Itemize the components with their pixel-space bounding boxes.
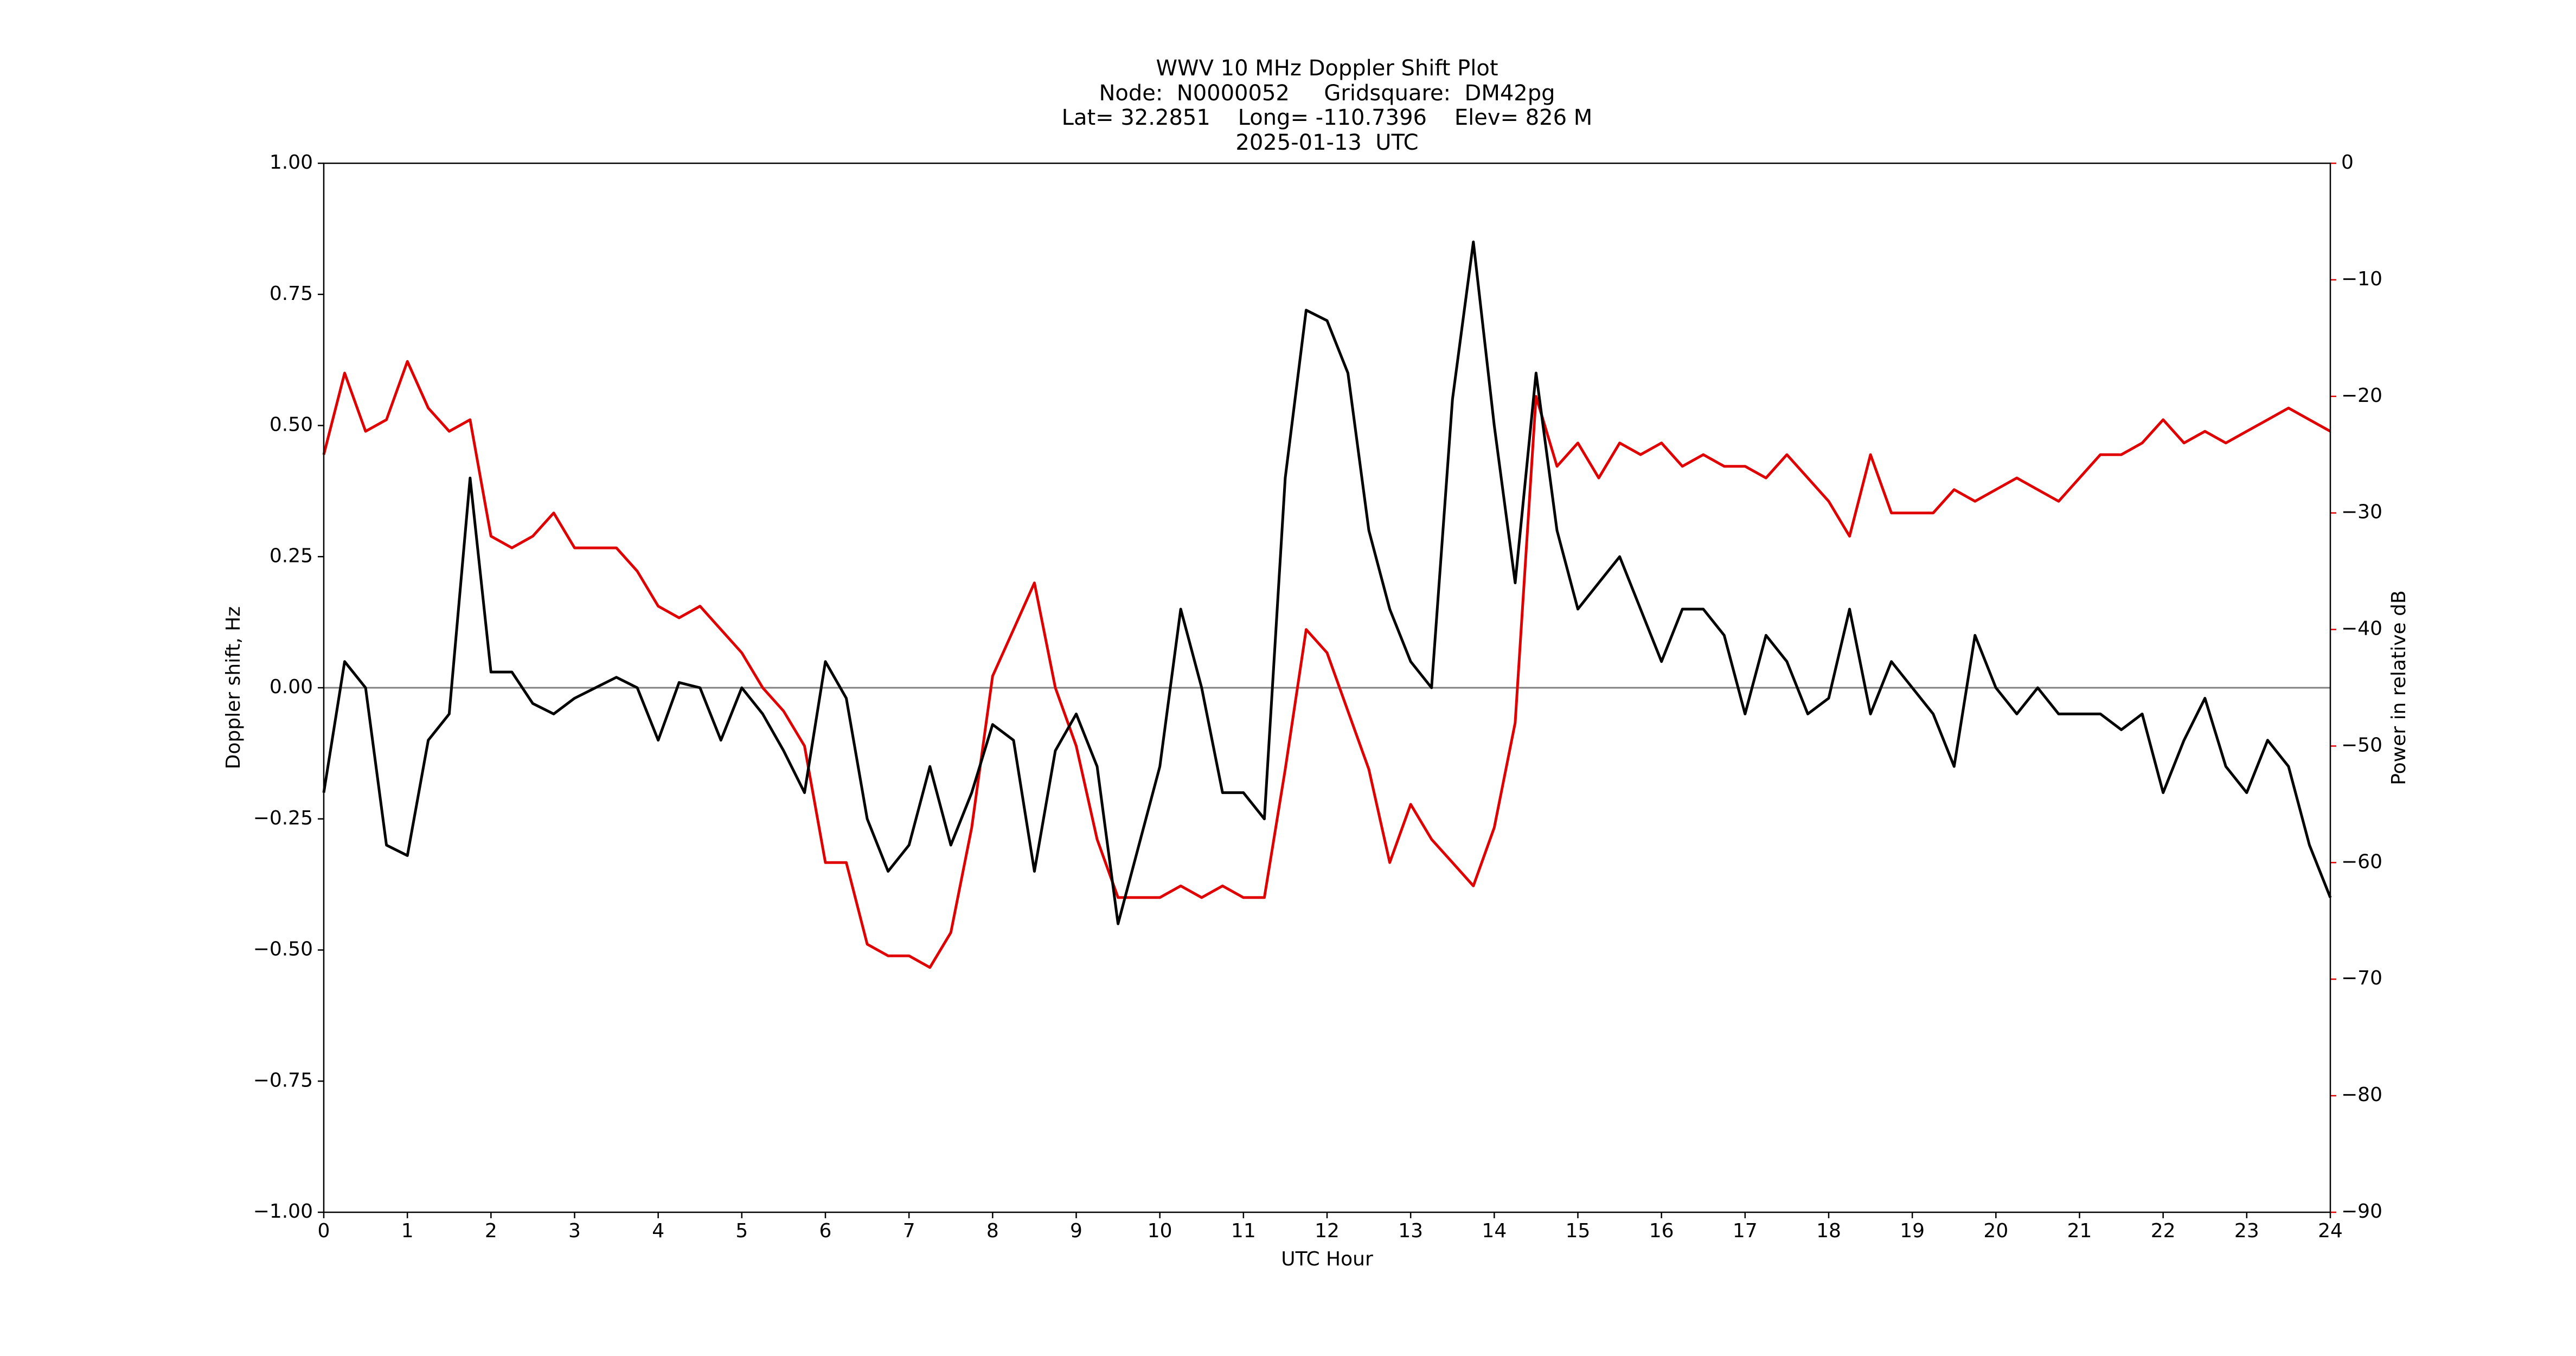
chart-subtitle: Lat= 32.2851 Long= -110.7396 Elev= 826 M <box>1062 105 1593 130</box>
y-tick-label: 0.00 <box>270 676 313 698</box>
x-tick-label: 19 <box>1900 1220 1925 1242</box>
y-tick-label: 0.50 <box>270 414 313 436</box>
y-tick-label: 0.75 <box>270 283 313 305</box>
y2-tick-label: 0 <box>2341 151 2354 174</box>
y-tick-label: −1.00 <box>253 1200 313 1223</box>
x-tick-label: 8 <box>986 1220 999 1242</box>
x-axis-label: UTC Hour <box>1281 1248 1373 1270</box>
y-tick-label: 1.00 <box>270 151 313 174</box>
y-tick-label: −0.25 <box>253 807 313 829</box>
x-tick-label: 3 <box>568 1220 581 1242</box>
y2-tick-label: −10 <box>2341 268 2382 290</box>
x-tick-label: 9 <box>1070 1220 1082 1242</box>
y2-tick-label: −20 <box>2341 385 2382 407</box>
y2-tick-label: −80 <box>2341 1084 2382 1106</box>
x-tick-label: 2 <box>485 1220 497 1242</box>
y-axis-label: Doppler shift, Hz <box>222 606 245 769</box>
y2-tick-label: −70 <box>2341 967 2382 989</box>
y2-tick-label: −90 <box>2341 1200 2382 1223</box>
x-tick-label: 21 <box>2067 1220 2092 1242</box>
y-tick-label: 0.25 <box>270 545 313 567</box>
x-tick-label: 7 <box>903 1220 915 1242</box>
y2-axis-label: Power in relative dB <box>2388 590 2410 785</box>
y2-tick-label: −40 <box>2341 618 2382 640</box>
x-tick-label: 6 <box>819 1220 832 1242</box>
x-tick-label: 5 <box>735 1220 748 1242</box>
x-tick-label: 23 <box>2234 1220 2259 1242</box>
chart-subtitle: Node: N0000052 Gridsquare: DM42pg <box>1099 81 1555 106</box>
x-tick-label: 11 <box>1231 1220 1256 1242</box>
x-tick-label: 15 <box>1566 1220 1591 1242</box>
x-tick-label: 1 <box>401 1220 414 1242</box>
x-tick-label: 22 <box>2151 1220 2176 1242</box>
x-tick-label: 16 <box>1649 1220 1674 1242</box>
x-tick-label: 13 <box>1398 1220 1423 1242</box>
x-tick-label: 0 <box>318 1220 330 1242</box>
y2-tick-label: −50 <box>2341 734 2382 756</box>
x-tick-label: 12 <box>1315 1220 1340 1242</box>
x-tick-label: 20 <box>1983 1220 2008 1242</box>
x-tick-label: 24 <box>2318 1220 2343 1242</box>
plot-frame <box>323 162 2331 1213</box>
series-line <box>322 360 2331 969</box>
chart-subtitle: 2025-01-13 UTC <box>1235 130 1418 155</box>
y2-tick-label: −30 <box>2341 501 2382 523</box>
x-tick-label: 4 <box>652 1220 664 1242</box>
x-tick-label: 17 <box>1733 1220 1758 1242</box>
chart-title: WWV 10 MHz Doppler Shift Plot <box>1156 56 1498 81</box>
series-line <box>322 240 2332 925</box>
x-tick-label: 10 <box>1148 1220 1172 1242</box>
y-tick-label: −0.50 <box>253 938 313 961</box>
y-tick-label: −0.75 <box>253 1069 313 1091</box>
x-tick-label: 18 <box>1816 1220 1841 1242</box>
x-tick-label: 14 <box>1482 1220 1507 1242</box>
y2-tick-label: −60 <box>2341 850 2382 873</box>
